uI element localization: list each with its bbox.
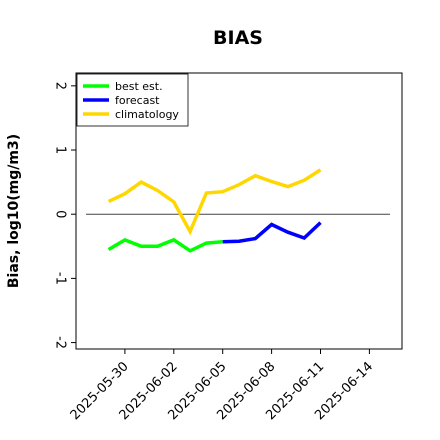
y-tick-label: -1: [53, 272, 68, 285]
chart-title: BIAS: [213, 27, 263, 49]
axis-ticks: -2-10122025-05-302025-06-022025-06-05202…: [53, 82, 377, 424]
y-tick-label: -2: [53, 336, 68, 349]
legend-entry: best est.: [115, 80, 163, 93]
plot-frame: [75, 72, 403, 350]
y-tick-label: 2: [53, 82, 68, 90]
legend-entry: climatology: [115, 108, 179, 121]
series-line-best-est: [107, 237, 223, 253]
series-line-forecast: [222, 221, 322, 244]
series-line-climatology: [107, 168, 322, 236]
plot-area: [86, 168, 390, 253]
y-tick-label: 1: [53, 146, 68, 154]
legend-entry: forecast: [115, 94, 160, 107]
y-axis-label: Bias, log10(mg/m3): [6, 134, 22, 288]
y-tick-label: 0: [53, 210, 68, 218]
